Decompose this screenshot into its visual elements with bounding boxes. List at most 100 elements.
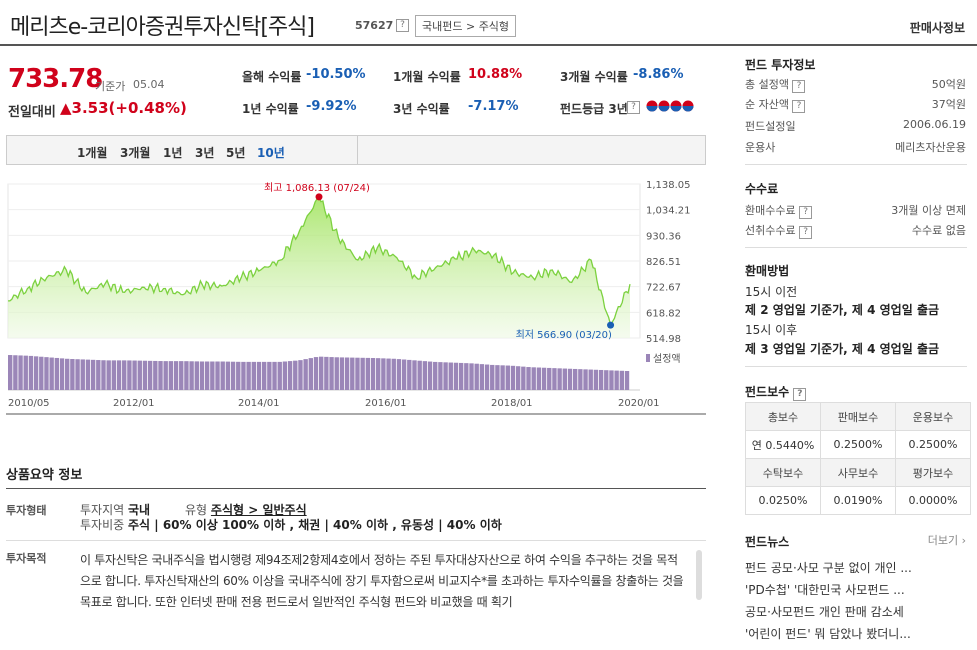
volume-bar bbox=[158, 361, 163, 390]
price-chart[interactable]: 1,138.05 1,034.21 930.36 826.51 722.67 618.82… bbox=[0, 170, 706, 415]
volume-bar bbox=[526, 367, 531, 390]
fund-grade-label: 펀드등급 3년 bbox=[560, 102, 628, 116]
volume-bar bbox=[33, 356, 39, 390]
volume-bar bbox=[173, 361, 179, 390]
volume-bar bbox=[578, 369, 583, 390]
volume-bar bbox=[567, 368, 573, 390]
volume-bar bbox=[344, 357, 350, 390]
period-tabs: 1개월 3개월 1년 3년 5년 10년 bbox=[6, 135, 706, 165]
volume-bar bbox=[256, 361, 262, 390]
volume-bar bbox=[572, 368, 578, 390]
weight-label: 투자비중 bbox=[80, 518, 125, 532]
volume-bar bbox=[469, 363, 474, 390]
volume-bar bbox=[412, 360, 417, 390]
tab-1y[interactable]: 1년 bbox=[163, 146, 183, 160]
manager-label: 운용사 bbox=[745, 141, 776, 154]
volume-bar bbox=[132, 360, 137, 390]
fund-code: 57627 bbox=[355, 19, 394, 32]
help-icon[interactable]: ? bbox=[627, 101, 640, 114]
invest-type-label: 투자형태 bbox=[6, 504, 47, 517]
tab-3y[interactable]: 3년 bbox=[195, 146, 215, 160]
volume-bar bbox=[251, 361, 256, 390]
base-price-label: 기준가 bbox=[95, 80, 126, 93]
help-icon[interactable]: ? bbox=[396, 19, 409, 32]
volume-bar bbox=[282, 361, 288, 390]
y-tick-label: 722.67 bbox=[646, 283, 681, 294]
return-value-1y: -9.92% bbox=[306, 99, 357, 114]
total-setup-value: 50억원 bbox=[931, 78, 966, 91]
volume-bar bbox=[49, 357, 54, 390]
total-setup-label: 총 설정액 bbox=[745, 78, 789, 91]
volume-bar bbox=[376, 358, 381, 390]
volume-bar bbox=[433, 361, 438, 390]
volume-bar bbox=[479, 364, 485, 390]
tab-divider bbox=[357, 136, 358, 164]
news-more-link[interactable]: 더보기 › bbox=[928, 532, 966, 548]
return-label-3m: 3개월 수익률 bbox=[560, 70, 628, 84]
news-item[interactable]: '어린이 펀드' 뭐 담았나 봤더니... bbox=[745, 627, 911, 641]
news-item[interactable]: 펀드 공모·사모 구분 없이 개인 ... bbox=[745, 561, 912, 575]
return-value-ytd: -10.50% bbox=[306, 67, 366, 82]
volume-bar bbox=[220, 361, 225, 390]
help-icon[interactable]: ? bbox=[792, 80, 806, 93]
fee-cell: 0.2500% bbox=[895, 430, 971, 459]
tab-5y[interactable]: 5년 bbox=[226, 146, 246, 160]
category-breadcrumb[interactable]: 국내펀드 > 주식형 bbox=[415, 15, 517, 37]
volume-bar bbox=[267, 361, 272, 390]
volume-bar bbox=[80, 359, 85, 390]
sales-info-link[interactable]: 판매사정보 bbox=[909, 21, 965, 35]
help-icon[interactable]: ? bbox=[792, 100, 806, 113]
news-item[interactable]: 'PD수첩' '대한민국 사모펀드 ... bbox=[745, 583, 905, 597]
redemption-after-15: 15시 이후 bbox=[745, 323, 798, 337]
tab-3m[interactable]: 3개월 bbox=[120, 146, 151, 160]
help-icon[interactable]: ? bbox=[793, 388, 807, 401]
volume-bar bbox=[593, 369, 599, 390]
volume-bar bbox=[407, 359, 412, 390]
max-marker bbox=[315, 193, 323, 201]
return-label-ytd: 올해 수익률 bbox=[242, 70, 302, 84]
volume-bar bbox=[505, 365, 510, 390]
fee-header: 평가보수 bbox=[895, 458, 971, 487]
volume-bar bbox=[204, 361, 210, 390]
volume-bar bbox=[458, 362, 464, 390]
news-more-label[interactable]: 더보기 bbox=[927, 534, 959, 547]
tab-1m[interactable]: 1개월 bbox=[77, 146, 108, 160]
volume-bar bbox=[329, 357, 334, 390]
section-divider bbox=[745, 366, 967, 367]
y-tick-label: 618.82 bbox=[646, 308, 681, 319]
volume-bar bbox=[59, 358, 65, 390]
volume-bar bbox=[85, 359, 91, 390]
volume-bar bbox=[588, 369, 593, 390]
purpose-scrollbar[interactable] bbox=[696, 550, 702, 600]
x-tick-label: 2014/01 bbox=[238, 398, 280, 409]
help-icon[interactable]: ? bbox=[799, 226, 813, 239]
net-asset-value: 37억원 bbox=[931, 98, 966, 111]
kind-value-link[interactable]: 주식형 > 일반주식 bbox=[210, 503, 307, 517]
news-item[interactable]: 공모·사모펀드 개인 판매 감소세 bbox=[745, 605, 904, 619]
help-icon[interactable]: ? bbox=[799, 206, 813, 219]
volume-bar bbox=[96, 360, 101, 390]
return-label-3y: 3년 수익률 bbox=[393, 102, 450, 116]
volume-bar bbox=[39, 356, 44, 390]
fee-header: 운용보수 bbox=[895, 402, 971, 431]
fund-name: 메리츠e-코리아증권투자신탁[주식] bbox=[10, 15, 315, 40]
volume-bar bbox=[453, 362, 459, 390]
volume-bar bbox=[381, 358, 386, 390]
tab-10y[interactable]: 10년 bbox=[257, 146, 285, 160]
volume-bar bbox=[339, 357, 345, 390]
volume-bar bbox=[484, 364, 490, 390]
volume-bar bbox=[70, 359, 75, 390]
volume-bar bbox=[199, 361, 205, 390]
volume-bar bbox=[521, 366, 526, 390]
setup-date-value: 2006.06.19 bbox=[903, 118, 966, 131]
volume-bar bbox=[287, 361, 293, 390]
setup-date-label: 펀드설정일 bbox=[745, 120, 796, 133]
purpose-text: 이 투자신탁은 국내주식을 법시행령 제94조제2항제4호에서 정하는 주된 투… bbox=[80, 553, 684, 609]
volume-bar bbox=[261, 361, 267, 390]
kind-label: 유형 bbox=[185, 503, 208, 517]
volume-bar bbox=[619, 370, 625, 390]
base-price-date: 05.04 bbox=[133, 78, 165, 91]
x-tick-label: 2018/01 bbox=[491, 398, 533, 409]
volume-bar bbox=[614, 370, 619, 390]
x-tick-label: 2020/01 bbox=[618, 398, 660, 409]
